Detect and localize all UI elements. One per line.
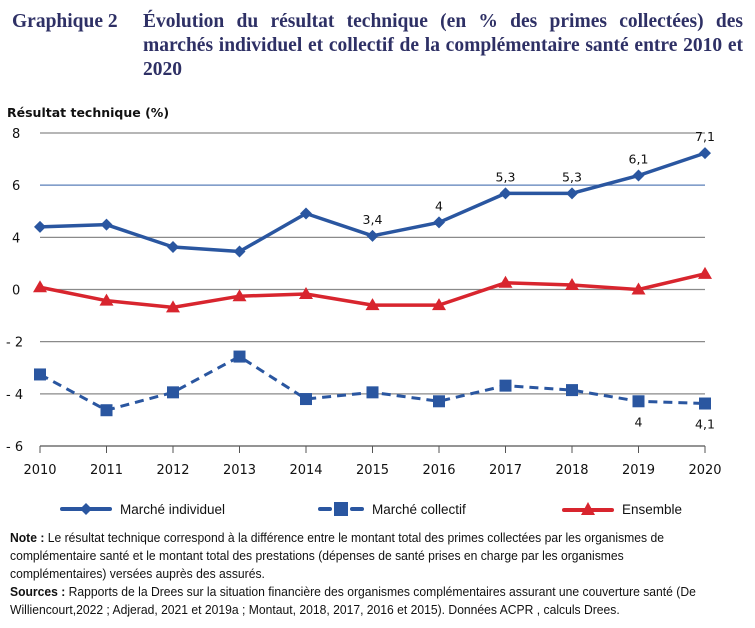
data-labels: 3,4 4 5,3 5,3 6,1 7,1 4 4,1 xyxy=(363,129,715,431)
data-point-triangle xyxy=(698,266,712,279)
data-point-square xyxy=(233,350,246,363)
x-tick-label: 2019 xyxy=(622,463,655,478)
x-tick-label: 2010 xyxy=(23,463,56,478)
data-point-square xyxy=(433,395,445,408)
x-tick-label: 2015 xyxy=(356,463,389,478)
square-dashed-line-icon xyxy=(318,502,364,516)
data-label: 5,3 xyxy=(496,169,516,184)
y-tick-label: 4 xyxy=(12,231,20,246)
x-tick-label: 2014 xyxy=(289,463,322,478)
chart-title-text: Évolution du résultat technique (en % de… xyxy=(143,11,743,80)
data-point-triangle xyxy=(565,278,579,291)
data-point-diamond xyxy=(566,187,578,200)
data-point-square xyxy=(34,368,46,381)
triangle-line-icon xyxy=(562,502,614,515)
data-point-triangle xyxy=(498,275,513,288)
data-point-triangle xyxy=(232,289,247,302)
data-label: 4 xyxy=(635,414,643,429)
data-point-square xyxy=(632,395,645,408)
x-axis: 2010 2011 2012 2013 2014 2015 2016 2017 2018 2019… xyxy=(23,445,722,478)
sources-text: Rapports de la Drees sur la situation fi… xyxy=(10,584,696,617)
data-point-diamond xyxy=(632,169,645,182)
diamond-line-icon xyxy=(60,503,112,515)
data-point-diamond xyxy=(34,220,46,233)
sources-label: Sources : xyxy=(10,584,66,599)
y-tick-label: - 6 xyxy=(6,440,23,455)
legend-item-ensemble: Ensemble xyxy=(562,498,682,520)
data-point-square xyxy=(300,393,312,406)
y-tick-label: - 2 xyxy=(6,336,23,351)
y-tick-label: 6 xyxy=(12,179,20,194)
data-point-diamond xyxy=(433,216,445,229)
data-point-square xyxy=(100,404,113,417)
data-point-diamond xyxy=(499,187,512,200)
data-point-square xyxy=(366,386,379,399)
data-point-triangle xyxy=(166,300,180,313)
legend-item-collectif: Marché collectif xyxy=(318,498,466,520)
data-point-triangle xyxy=(432,298,446,311)
y-tick-label: - 4 xyxy=(6,388,23,403)
x-tick-label: 2016 xyxy=(422,463,455,478)
data-point-triangle xyxy=(631,282,646,295)
note: Note : Le résultat technique correspond … xyxy=(10,529,723,583)
note-label: Note : xyxy=(10,530,45,545)
data-label: 4 xyxy=(435,198,443,213)
y-axis: 8 6 4 0 - 2 - 4 - 6 xyxy=(6,127,23,455)
data-point-diamond xyxy=(100,218,113,231)
x-tick-label: 2013 xyxy=(223,463,256,478)
x-tick-label: 2020 xyxy=(688,463,721,478)
data-label: 4,1 xyxy=(695,417,715,432)
data-point-triangle xyxy=(99,293,114,306)
gridlines xyxy=(40,132,705,395)
data-point-square xyxy=(499,379,512,392)
x-tick-label: 2012 xyxy=(156,463,189,478)
x-tick-label: 2017 xyxy=(489,463,522,478)
data-point-square xyxy=(699,397,711,410)
data-label: 5,3 xyxy=(562,169,582,184)
data-label: 7,1 xyxy=(695,129,715,144)
line-chart: Résultat technique (%) 8 6 4 0 - 2 - 4 - 6 201… xyxy=(6,105,722,478)
chart-notes: Note : Le résultat technique correspond … xyxy=(10,529,723,619)
y-tick-label: 8 xyxy=(12,127,20,142)
data-point-triangle xyxy=(33,280,47,293)
legend-label: Ensemble xyxy=(622,501,683,517)
data-label: 6,1 xyxy=(629,151,649,166)
data-point-diamond xyxy=(167,241,179,254)
series-group xyxy=(33,147,712,417)
data-point-triangle xyxy=(299,286,313,299)
chart-number: Graphique 2 xyxy=(12,11,118,32)
y-axis-title: Résultat technique (%) xyxy=(7,105,169,120)
legend: Marché individuel Marché collectif Ensem… xyxy=(0,498,755,520)
series-line-march-collectif xyxy=(39,355,706,412)
legend-label: Marché collectif xyxy=(372,501,466,517)
x-tick-label: 2018 xyxy=(555,463,588,478)
data-point-diamond xyxy=(366,229,379,242)
data-point-square xyxy=(566,384,578,397)
data-point-diamond xyxy=(300,207,312,220)
note-text: Le résultat technique correspond à la di… xyxy=(10,530,664,581)
legend-item-individuel: Marché individuel xyxy=(60,498,225,520)
x-tick-label: 2011 xyxy=(90,463,123,478)
data-label: 3,4 xyxy=(363,212,383,227)
data-point-triangle xyxy=(365,298,380,311)
data-point-square xyxy=(167,386,179,399)
data-point-diamond xyxy=(699,147,711,160)
y-tick-label: 0 xyxy=(12,284,20,299)
sources: Sources : Rapports de la Drees sur la si… xyxy=(10,583,723,619)
data-point-diamond xyxy=(233,245,246,258)
legend-label: Marché individuel xyxy=(120,501,226,517)
